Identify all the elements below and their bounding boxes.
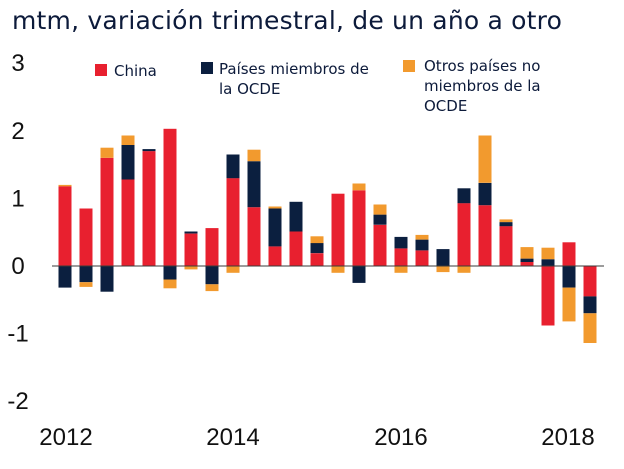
bar-no_ocde bbox=[415, 234, 429, 240]
bar-china bbox=[58, 186, 72, 266]
bar-china bbox=[562, 242, 576, 266]
bar-ocde bbox=[226, 154, 240, 179]
bar-ocde bbox=[478, 182, 492, 206]
legend-swatch-ocde bbox=[201, 62, 213, 74]
bar-china bbox=[205, 228, 219, 266]
bar-no_ocde bbox=[205, 284, 219, 292]
bar-ocde bbox=[100, 266, 114, 292]
bar-no_ocde bbox=[247, 149, 261, 162]
bar-china bbox=[247, 207, 261, 266]
bar-china bbox=[478, 205, 492, 266]
bar-ocde bbox=[499, 222, 513, 227]
bar-china bbox=[541, 266, 555, 326]
legend-swatch-no_ocde bbox=[403, 60, 415, 72]
bar-ocde bbox=[205, 266, 219, 285]
bar-ocde bbox=[415, 239, 429, 251]
bar-ocde bbox=[562, 266, 576, 288]
bar-no_ocde bbox=[79, 282, 93, 287]
legend-label-ocde: la OCDE bbox=[219, 80, 280, 98]
legend-swatch-china bbox=[95, 64, 107, 76]
bar-ocde bbox=[142, 149, 156, 152]
bar-china bbox=[184, 233, 198, 266]
bar-china bbox=[415, 250, 429, 266]
bar-china bbox=[121, 179, 135, 266]
y-tick-label: -2 bbox=[7, 388, 28, 415]
bar-ocde bbox=[394, 236, 408, 249]
bar-no_ocde bbox=[394, 266, 408, 273]
bar-china bbox=[457, 203, 471, 266]
bar-china bbox=[100, 157, 114, 266]
bar-no_ocde bbox=[373, 204, 387, 215]
bar-ocde bbox=[184, 231, 198, 234]
bar-no_ocde bbox=[331, 266, 345, 273]
bar-no_ocde bbox=[499, 219, 513, 223]
bar-china bbox=[499, 226, 513, 266]
bar-china bbox=[352, 190, 366, 266]
y-tick-label: 3 bbox=[11, 50, 24, 77]
legend-label-no_ocde: Otros países no bbox=[424, 57, 540, 75]
bar-ocde bbox=[163, 266, 177, 280]
bar-china bbox=[226, 178, 240, 266]
bar-ocde bbox=[457, 188, 471, 204]
x-tick-label: 2018 bbox=[541, 424, 594, 451]
bar-china bbox=[583, 266, 597, 297]
bar-no_ocde bbox=[520, 247, 534, 259]
bar-no_ocde bbox=[562, 287, 576, 322]
bar-no_ocde bbox=[58, 184, 72, 187]
bar-china bbox=[268, 246, 282, 266]
y-tick-label: 0 bbox=[11, 253, 24, 280]
bar-no_ocde bbox=[457, 266, 471, 273]
bar-ocde bbox=[373, 214, 387, 225]
bar-china bbox=[373, 224, 387, 266]
bar-china bbox=[289, 231, 303, 266]
bar-no_ocde bbox=[163, 279, 177, 289]
bar-no_ocde bbox=[583, 313, 597, 343]
bar-no_ocde bbox=[100, 147, 114, 158]
y-tick-label: -1 bbox=[7, 321, 28, 348]
bar-ocde bbox=[541, 259, 555, 266]
bar-no_ocde bbox=[121, 135, 135, 145]
bar-ocde bbox=[79, 266, 93, 283]
bar-china bbox=[520, 261, 534, 266]
chart-title: mtm, variación trimestral, de un año a o… bbox=[12, 6, 563, 35]
legend-label-no_ocde: miembros de la bbox=[424, 77, 541, 95]
x-tick-label: 2016 bbox=[374, 424, 427, 451]
bar-china bbox=[394, 248, 408, 266]
bar-ocde bbox=[268, 208, 282, 247]
bar-china bbox=[310, 253, 324, 266]
bar-china bbox=[142, 151, 156, 266]
bar-no_ocde bbox=[226, 266, 240, 273]
bar-ocde bbox=[310, 243, 324, 254]
bar-no_ocde bbox=[184, 266, 198, 270]
bar-ocde bbox=[121, 145, 135, 180]
bar-ocde bbox=[583, 296, 597, 314]
bar-china bbox=[163, 128, 177, 266]
bar-no_ocde bbox=[478, 135, 492, 183]
bar-ocde bbox=[247, 161, 261, 208]
bar-ocde bbox=[520, 258, 534, 262]
x-tick-label: 2012 bbox=[39, 424, 92, 451]
bar-china bbox=[331, 193, 345, 266]
bar-no_ocde bbox=[310, 236, 324, 244]
bar-ocde bbox=[58, 266, 72, 288]
legend-label-ocde: Países miembros de bbox=[219, 60, 369, 78]
y-tick-label: 2 bbox=[11, 118, 24, 145]
bar-no_ocde bbox=[436, 266, 450, 273]
x-tick-label: 2014 bbox=[206, 424, 259, 451]
legend-label-china: China bbox=[114, 62, 157, 80]
bar-china bbox=[79, 208, 93, 266]
bar-no_ocde bbox=[541, 247, 555, 260]
y-tick-label: 1 bbox=[11, 185, 24, 212]
bar-ocde bbox=[436, 249, 450, 266]
bar-no_ocde bbox=[352, 183, 366, 191]
legend-label-no_ocde: OCDE bbox=[424, 97, 467, 115]
bar-ocde bbox=[289, 201, 303, 232]
bar-no_ocde bbox=[268, 206, 282, 209]
bar-ocde bbox=[352, 266, 366, 283]
